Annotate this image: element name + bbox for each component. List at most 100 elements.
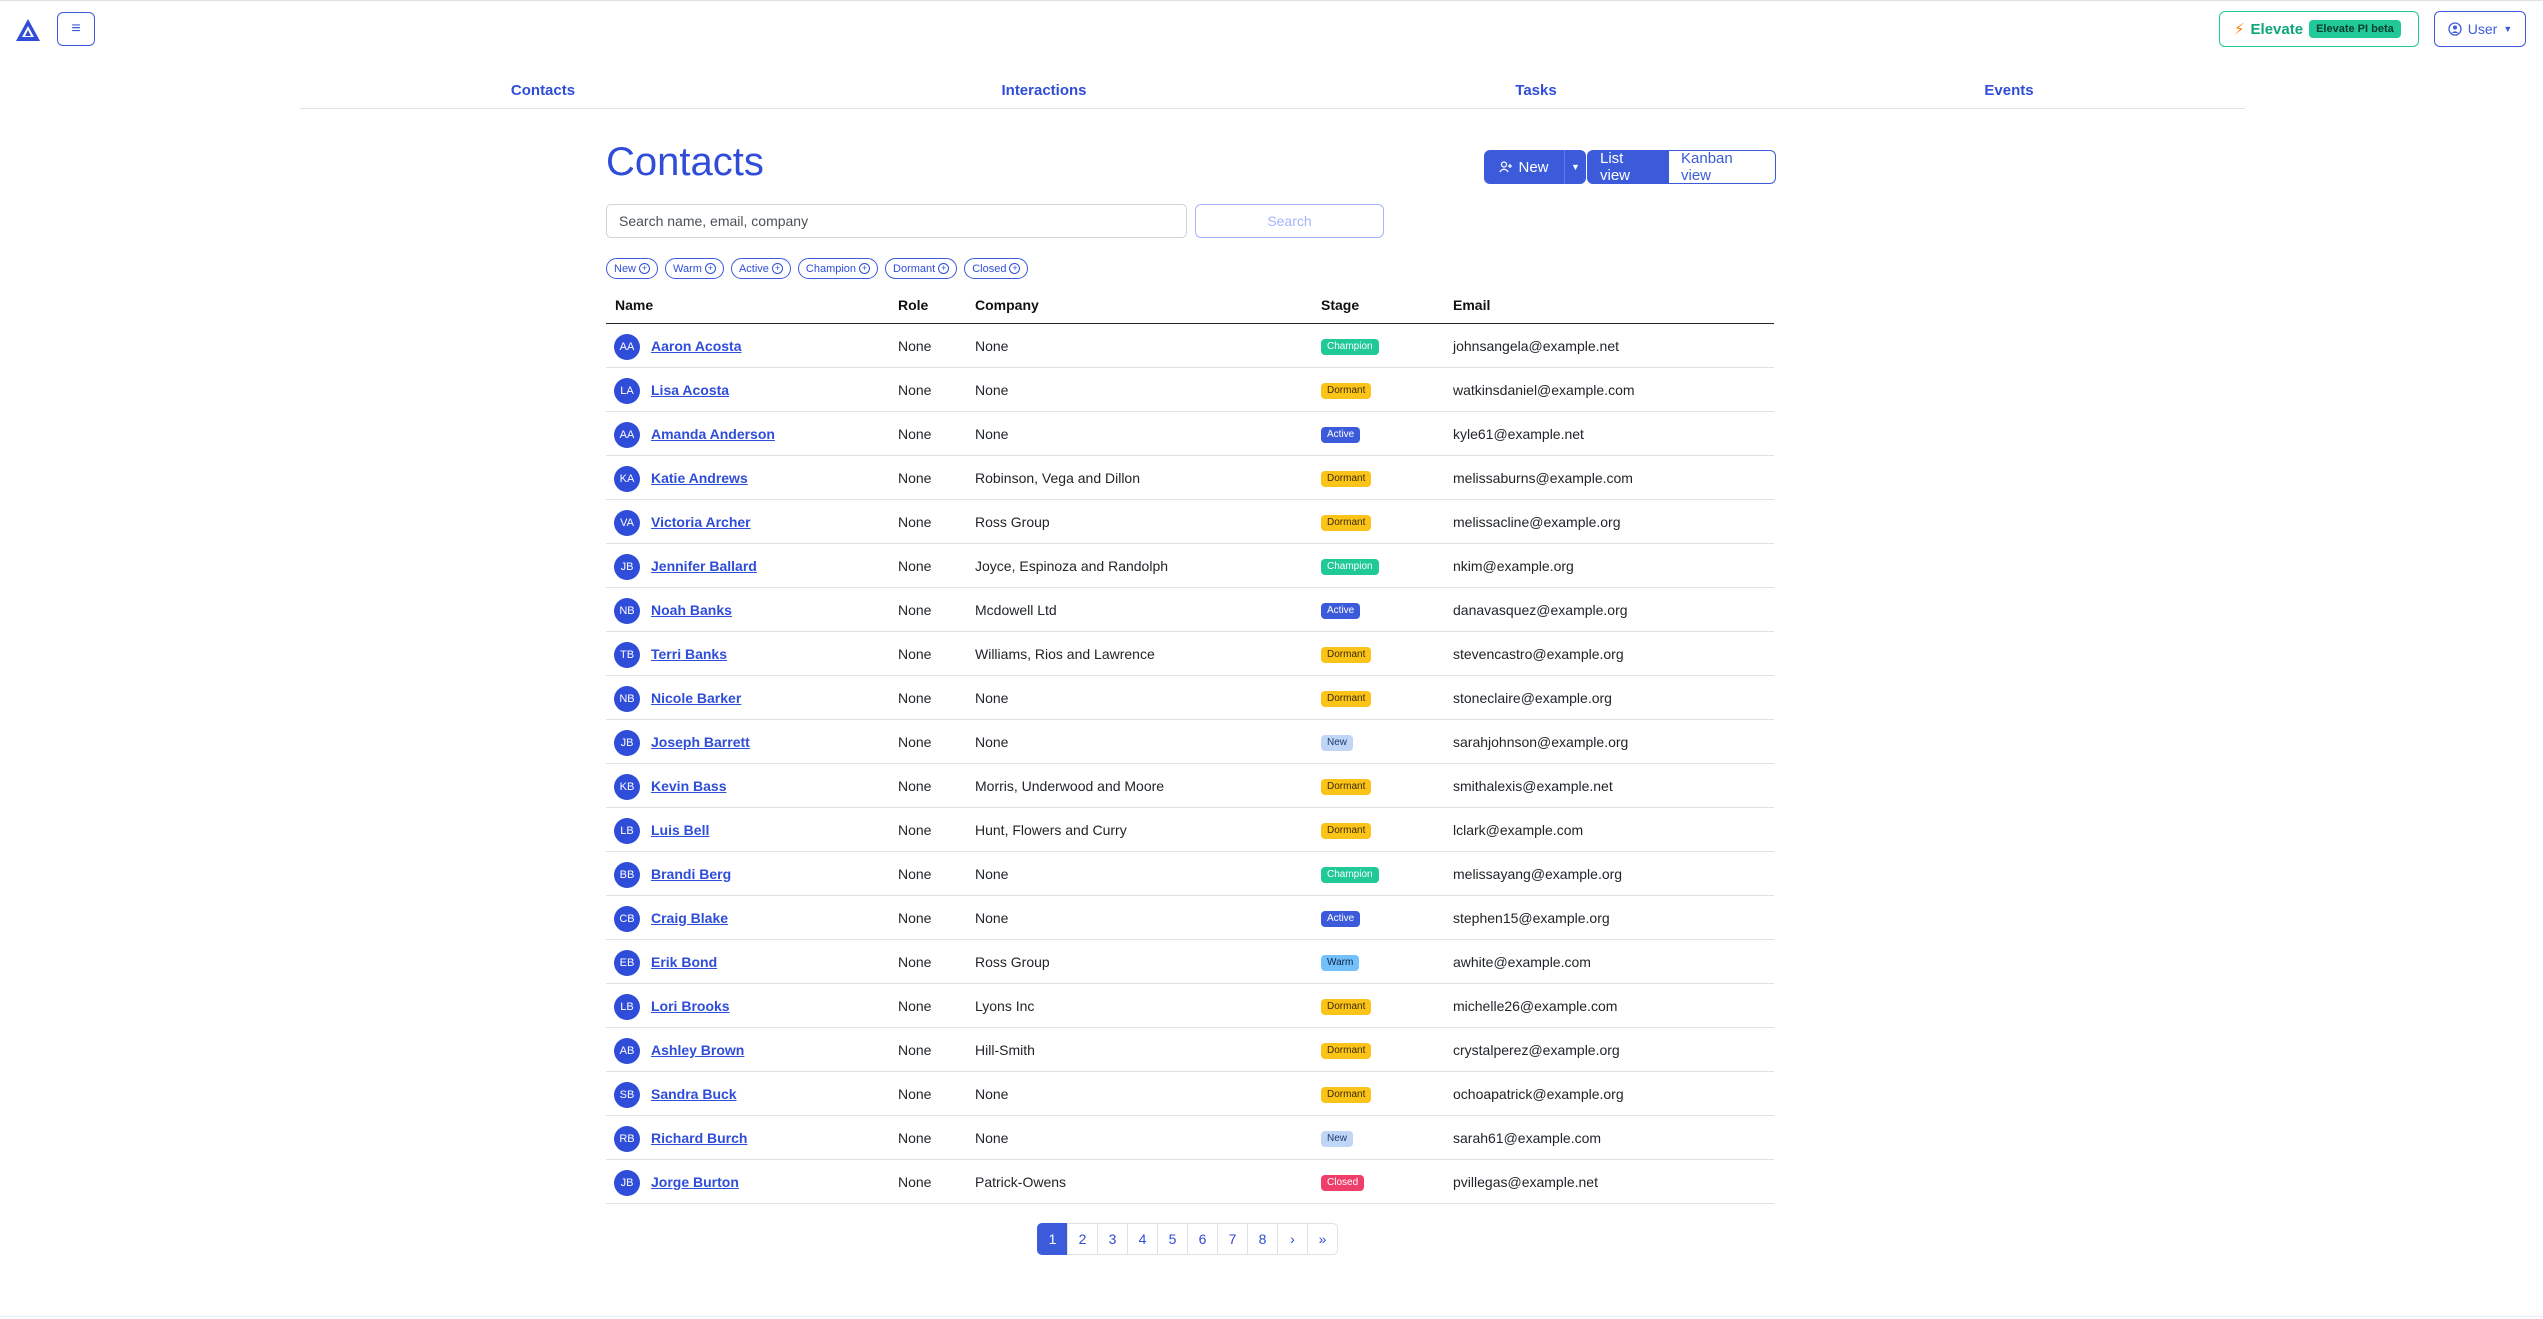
contact-company: Hunt, Flowers and Curry xyxy=(975,822,1127,838)
contact-role: None xyxy=(898,1130,932,1146)
contact-name-link[interactable]: Aaron Acosta xyxy=(651,338,742,354)
contact-email: melissaburns@example.com xyxy=(1453,470,1633,486)
contact-name-link[interactable]: Jennifer Ballard xyxy=(651,558,757,574)
contact-name-link[interactable]: Sandra Buck xyxy=(651,1086,737,1102)
avatar: LB xyxy=(614,818,640,844)
contact-role: None xyxy=(898,954,932,970)
contact-name-link[interactable]: Victoria Archer xyxy=(651,514,751,530)
menu-toggle-button[interactable]: ≡ xyxy=(57,12,95,46)
page-1-button[interactable]: 1 xyxy=(1037,1223,1068,1255)
page-8-button[interactable]: 8 xyxy=(1247,1223,1278,1255)
contact-name-link[interactable]: Richard Burch xyxy=(651,1130,748,1146)
avatar: RB xyxy=(614,1126,640,1152)
stage-badge: Champion xyxy=(1321,339,1379,355)
nav-contacts[interactable]: Contacts xyxy=(510,82,576,99)
column-header-role[interactable]: Role xyxy=(898,297,929,313)
contact-name-link[interactable]: Luis Bell xyxy=(651,822,710,838)
contact-role: None xyxy=(898,338,932,354)
contact-company: None xyxy=(975,426,1009,442)
stage-badge: Dormant xyxy=(1321,1043,1372,1059)
stage-badge: Champion xyxy=(1321,867,1379,883)
app-logo-icon[interactable] xyxy=(15,18,41,42)
contact-name-link[interactable]: Craig Blake xyxy=(651,910,729,926)
stage-badge: Dormant xyxy=(1321,823,1372,839)
contact-email: kyle61@example.net xyxy=(1453,426,1584,442)
contact-name-link[interactable]: Brandi Berg xyxy=(651,866,732,882)
search-input[interactable] xyxy=(606,204,1187,238)
avatar: NB xyxy=(614,598,640,624)
list-view-button[interactable]: List view xyxy=(1587,150,1669,184)
contact-name-link[interactable]: Joseph Barrett xyxy=(651,734,750,750)
last-page-button[interactable]: » xyxy=(1307,1223,1338,1255)
contact-company: None xyxy=(975,338,1009,354)
table-row: AB Ashley Brown None Hill-Smith Dormant cryst… xyxy=(606,1028,1774,1072)
page-7-button[interactable]: 7 xyxy=(1217,1223,1248,1255)
nav-events[interactable]: Events xyxy=(1984,82,2034,99)
elevate-button[interactable]: ⚡ Elevate Elevate PI beta xyxy=(2219,11,2419,47)
column-header-stage[interactable]: Stage xyxy=(1321,297,1360,313)
contact-company: None xyxy=(975,690,1009,706)
contact-email: michelle26@example.com xyxy=(1453,998,1618,1014)
chip-label: Active xyxy=(738,262,769,275)
page-5-button[interactable]: 5 xyxy=(1157,1223,1188,1255)
table-row: BB Brandi Berg None None Champion melissayang… xyxy=(606,852,1774,896)
avatar: LA xyxy=(614,378,640,404)
new-dropdown-toggle[interactable]: ▼ xyxy=(1564,150,1586,184)
page-2-button[interactable]: 2 xyxy=(1067,1223,1098,1255)
page-4-button[interactable]: 4 xyxy=(1127,1223,1158,1255)
column-header-company[interactable]: Company xyxy=(975,297,1039,313)
contact-email: sarah61@example.com xyxy=(1453,1130,1602,1146)
contact-name-link[interactable]: Kevin Bass xyxy=(651,778,727,794)
next-page-button[interactable]: › xyxy=(1277,1223,1308,1255)
filter-chip-active[interactable]: Active + xyxy=(730,258,791,279)
stage-badge: Dormant xyxy=(1321,1087,1372,1103)
table-row: CB Craig Blake None None Active stephen15@exa… xyxy=(606,896,1774,940)
contact-name-link[interactable]: Lisa Acosta xyxy=(651,382,730,398)
filter-chip-closed[interactable]: Closed + xyxy=(964,258,1029,279)
new-contact-button[interactable]: New xyxy=(1484,150,1564,184)
contact-name-link[interactable]: Jorge Burton xyxy=(651,1174,739,1190)
contact-name-link[interactable]: Ashley Brown xyxy=(651,1042,745,1058)
table-row: LB Luis Bell None Hunt, Flowers and Curry Do… xyxy=(606,808,1774,852)
page-6-button[interactable]: 6 xyxy=(1187,1223,1218,1255)
user-label: User xyxy=(2467,21,2498,37)
contact-name-link[interactable]: Terri Banks xyxy=(651,646,727,662)
contact-role: None xyxy=(898,382,932,398)
contact-name-link[interactable]: Erik Bond xyxy=(651,954,718,970)
stage-badge: Champion xyxy=(1321,559,1379,575)
filter-chip-new[interactable]: New + xyxy=(606,258,659,279)
stage-badge: Dormant xyxy=(1321,999,1372,1015)
contact-name-link[interactable]: Katie Andrews xyxy=(651,470,748,486)
stage-badge: Dormant xyxy=(1321,647,1372,663)
contact-name-link[interactable]: Noah Banks xyxy=(651,602,732,618)
nav-interactions[interactable]: Interactions xyxy=(1001,82,1087,99)
filter-chip-champion[interactable]: Champion + xyxy=(797,258,879,279)
avatar: LB xyxy=(614,994,640,1020)
view-switcher: List view Kanban view xyxy=(1587,150,1776,184)
pagination: 1 2 3 4 5 6 7 8 ›» xyxy=(1037,1223,1338,1255)
nav-tasks[interactable]: Tasks xyxy=(1515,82,1557,99)
contact-company: Morris, Underwood and Moore xyxy=(975,778,1165,794)
table-row: AA Amanda Anderson None None Active kyle61@ex… xyxy=(606,412,1774,456)
column-header-email[interactable]: Email xyxy=(1453,297,1491,313)
avatar: JB xyxy=(614,554,640,580)
filter-chip-warm[interactable]: Warm + xyxy=(665,258,724,279)
table-row: JB Jorge Burton None Patrick-Owens Closed pvi… xyxy=(606,1160,1774,1204)
page-3-button[interactable]: 3 xyxy=(1097,1223,1128,1255)
user-menu-button[interactable]: User ▼ xyxy=(2434,11,2526,47)
contact-role: None xyxy=(898,646,932,662)
contact-role: None xyxy=(898,426,932,442)
avatar: AB xyxy=(614,1038,640,1064)
contact-role: None xyxy=(898,866,932,882)
contact-email: ochoapatrick@example.org xyxy=(1453,1086,1624,1102)
search-button[interactable]: Search xyxy=(1195,204,1384,238)
contact-email: danavasquez@example.org xyxy=(1453,602,1628,618)
contact-name-link[interactable]: Amanda Anderson xyxy=(651,426,775,442)
column-header-name[interactable]: Name xyxy=(615,297,654,313)
contact-company: Lyons Inc xyxy=(975,998,1035,1014)
contact-name-link[interactable]: Lori Brooks xyxy=(651,998,730,1014)
contact-name-link[interactable]: Nicole Barker xyxy=(651,690,742,706)
kanban-view-button[interactable]: Kanban view xyxy=(1669,150,1776,184)
table-row: JB Jennifer Ballard None Joyce, Espinoza an… xyxy=(606,544,1774,588)
filter-chip-dormant[interactable]: Dormant + xyxy=(885,258,958,279)
